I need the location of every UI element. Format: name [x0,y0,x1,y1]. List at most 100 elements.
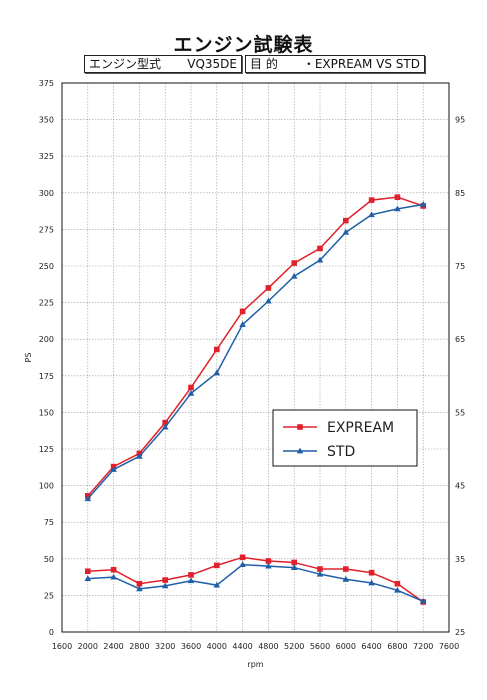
x-tick-label: 4000 [207,642,227,651]
series-line-expream [87,196,424,497]
purpose-label: 目 的 [250,57,278,71]
data-point-expream [239,308,246,315]
x-tick-label: 6000 [336,642,356,651]
data-point-expream [214,346,220,353]
data-point-std [213,369,221,376]
data-point-lower-blue [394,586,401,593]
plot-frame [61,82,450,633]
series-line-lower-blue [87,563,424,602]
x-tick-label: 3600 [181,642,201,651]
legend-label-expream: EXPREAM [327,420,394,436]
y-tick-label: 150 [39,408,54,417]
y2-tick-label: 35 [455,555,465,564]
data-point-lower-blue [265,562,272,569]
y-axis-label: PS [24,353,33,363]
data-point-lower-red [239,554,246,561]
engine-type-label: エンジン型式 [89,57,162,71]
y2-tick-label: 45 [455,482,465,491]
data-point-std [342,228,350,235]
data-point-std [110,466,117,472]
y-tick-label: 225 [39,299,54,308]
page-title: エンジン試験表 [173,34,314,56]
data-point-lower-blue [316,570,324,577]
purpose-value: ・EXPREAM VS STD [302,57,420,71]
data-point-lower-red [317,566,323,572]
data-point-lower-blue [368,579,375,586]
purpose-box: 目 的 ・EXPREAM VS STD [245,55,425,73]
y2-tick-label: 25 [455,628,465,637]
data-point-std [265,297,272,304]
data-point-lower-blue [342,575,350,582]
data-point-lower-blue [239,561,246,568]
data-point-std [394,205,401,212]
y-tick-label: 100 [39,482,54,491]
x-tick-label: 6400 [361,642,381,651]
x-tick-label: 5600 [310,642,330,651]
x-tick-label: 3200 [155,642,175,651]
data-point-lower-blue [110,573,117,580]
data-point-expream [343,217,349,224]
data-point-std [161,423,169,430]
data-point-std [187,389,195,396]
data-point-lower-red [136,580,143,587]
y-tick-label: 200 [39,335,54,344]
legend-marker-std [296,447,304,454]
y-tick-label: 25 [44,591,54,600]
y2-tick-label: 75 [455,262,465,271]
engine-type-box: エンジン型式 VQ35DE [84,55,242,73]
data-point-lower-red [291,559,297,566]
x-tick-label: 2800 [129,642,149,651]
x-tick-label: 2400 [103,642,123,651]
data-point-lower-blue [136,585,143,592]
x-axis-label: rpm [247,660,263,669]
y2-tick-label: 95 [455,116,465,125]
data-point-lower-red [343,566,349,572]
x-tick-label: 2000 [78,642,98,651]
data-point-lower-red [214,562,220,569]
y-tick-label: 50 [44,555,54,564]
x-tick-label: 6800 [387,642,407,651]
data-point-expream [188,384,194,391]
data-point-lower-red [110,566,117,573]
y-tick-label: 250 [39,262,54,271]
data-point-lower-blue [290,564,298,570]
data-point-expream [291,260,297,266]
y-tick-label: 125 [39,445,54,454]
y-tick-label: 175 [39,372,54,381]
data-point-std [239,321,246,327]
y-tick-label: 275 [39,225,54,234]
data-point-lower-red [188,572,194,578]
y-tick-label: 0 [49,628,54,637]
data-point-lower-blue [84,575,92,581]
data-point-lower-blue [213,581,221,588]
y-tick-label: 350 [39,116,54,125]
data-point-std [136,452,143,459]
data-point-lower-blue [419,597,427,604]
x-tick-label: 4800 [258,642,278,651]
y2-tick-label: 85 [455,189,465,198]
y-tick-label: 325 [39,152,54,161]
x-tick-label: 1600 [52,642,72,651]
x-tick-label: 5200 [284,642,304,651]
y-tick-label: 75 [44,518,54,527]
x-tick-label: 4400 [232,642,252,651]
legend-label-std: STD [327,444,355,460]
data-point-lower-red [394,580,401,587]
data-point-lower-red [85,568,91,575]
y2-tick-label: 55 [455,408,465,417]
data-point-expream [317,245,323,252]
data-point-std [419,201,427,207]
x-tick-label: 7600 [439,642,459,651]
data-point-lower-blue [161,582,169,589]
legend-marker-expream [297,424,303,430]
data-point-std [368,211,375,218]
y-tick-label: 375 [39,79,54,88]
data-point-lower-red [265,558,272,564]
engine-type-value: VQ35DE [187,57,237,71]
data-point-expream [368,197,375,203]
x-tick-label: 7200 [413,642,433,651]
data-point-expream [265,285,272,291]
data-point-lower-blue [187,577,195,584]
data-point-std [290,272,298,279]
